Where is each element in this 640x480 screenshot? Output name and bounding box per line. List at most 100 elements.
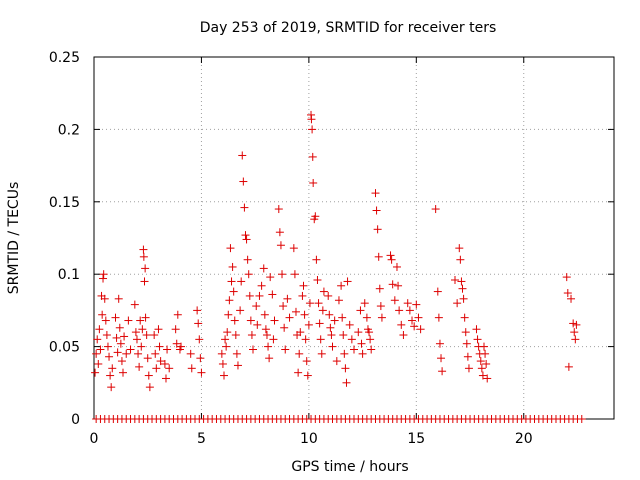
data-point [472,325,481,334]
data-point [403,299,412,308]
data-point [100,294,109,303]
data-point [108,364,117,373]
data-point [453,299,462,308]
data-point [433,287,442,296]
data-point [141,264,150,273]
data-point [154,325,163,334]
data-point [358,349,367,358]
data-point [457,277,466,286]
data-point [356,306,365,315]
data-point [131,328,140,337]
data-point [316,335,325,344]
data-point [261,325,270,334]
data-point [226,244,235,253]
data-point [567,294,576,303]
data-point [392,262,401,271]
data-point [224,310,233,319]
data-point [371,189,380,198]
data-point [172,339,181,348]
data-point [145,383,154,392]
data-point [268,290,277,299]
data-point [239,177,248,186]
data-point [395,306,404,315]
x-tick-label: 0 [90,431,99,447]
data-point [307,115,316,124]
data-point [281,345,290,354]
data-point [117,357,126,366]
data-point [313,275,322,284]
data-point [375,284,384,293]
data-point [245,291,254,300]
data-point [99,270,108,279]
data-point [374,252,383,261]
data-point [124,316,133,325]
data-point [338,313,347,322]
data-point [283,294,292,303]
data-point [460,313,469,322]
data-point [106,371,115,380]
data-point [141,313,150,322]
data-point [343,277,352,286]
data-point [155,342,164,351]
data-point [255,291,264,300]
data-point [156,357,165,366]
data-point [299,281,308,290]
data-point [228,262,237,271]
data-point [295,349,304,358]
data-point [115,323,124,332]
data-point [455,244,464,253]
data-point [195,335,204,344]
data-point [300,310,309,319]
data-point [186,349,195,358]
data-point [303,371,312,380]
data-point [126,345,135,354]
y-axis-label: SRMTID / TECUs [6,182,22,295]
data-point [405,306,414,315]
data-point [223,328,232,337]
data-point [266,273,275,282]
data-point [477,364,486,373]
data-point [562,273,571,282]
data-point [259,264,268,273]
data-point [132,335,141,344]
data-point [372,206,381,215]
data-point [569,319,578,328]
data-point [253,320,262,329]
data-point [113,348,122,357]
data-point [151,349,160,358]
x-tick-label: 5 [197,431,206,447]
data-point [462,339,471,348]
data-point [387,255,396,264]
data-point [105,352,114,361]
data-point [187,364,196,373]
data-point [91,368,100,377]
data-point [165,364,174,373]
data-point [340,349,349,358]
data-point [144,371,153,380]
data-point [242,235,251,244]
data-point [305,299,314,308]
x-tick-label: 20 [515,431,533,447]
data-point [262,331,271,340]
data-point [394,281,403,290]
data-point [342,378,351,387]
data-point [137,342,146,351]
data-point [138,325,147,334]
data-point [247,331,256,340]
data-point [150,331,159,340]
data-point [107,383,116,392]
data-point [122,349,131,358]
data-point [290,270,299,279]
data-point [114,294,123,303]
data-point [388,280,397,289]
data-point [177,342,186,351]
data-point [93,335,102,344]
data-point [197,368,206,377]
data-point [139,252,148,261]
data-point [99,274,108,283]
data-point [240,203,249,212]
data-point [360,299,369,308]
data-point [92,349,101,358]
